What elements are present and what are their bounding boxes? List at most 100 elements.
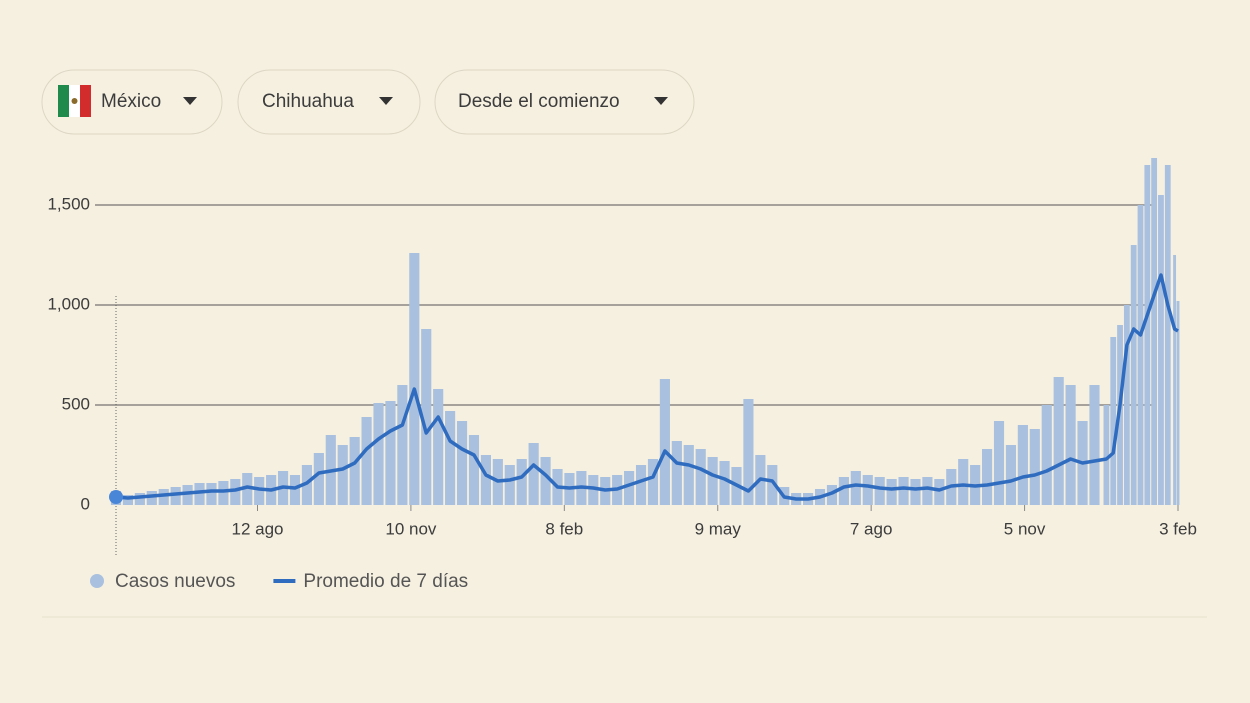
bar — [659, 379, 670, 505]
x-tick-label: 10 nov — [385, 519, 437, 538]
y-tick-label: 1,500 — [47, 194, 90, 213]
filter-label[interactable]: Chihuahua — [262, 91, 354, 112]
legend-swatch — [90, 574, 104, 588]
y-tick-label: 500 — [62, 394, 90, 413]
bar — [719, 461, 730, 505]
bar — [122, 495, 134, 505]
bar — [421, 329, 432, 505]
bar — [349, 437, 360, 505]
bar — [838, 477, 849, 505]
cursor-dot — [109, 490, 123, 504]
bar — [1144, 165, 1151, 505]
bar — [982, 449, 993, 505]
bar — [433, 389, 444, 505]
legend-label: Promedio de 7 días — [303, 571, 468, 592]
x-tick-label: 8 feb — [545, 519, 583, 538]
bar — [170, 487, 181, 505]
x-tick-label: 7 ago — [850, 519, 893, 538]
bar — [182, 485, 193, 505]
bar — [230, 479, 241, 505]
bar — [1164, 165, 1171, 505]
bar — [767, 465, 778, 505]
filter-mexico[interactable]: México — [41, 69, 223, 135]
bar — [456, 421, 468, 505]
y-tick-label: 1,000 — [47, 294, 90, 313]
bar — [134, 493, 145, 505]
bar — [480, 455, 491, 505]
filter-range[interactable]: Desde el comienzo — [434, 69, 695, 135]
bar — [1158, 195, 1164, 505]
bar — [671, 441, 682, 505]
flag-emblem — [71, 98, 78, 104]
bar — [445, 411, 456, 505]
bar — [254, 477, 265, 505]
bar — [1123, 305, 1130, 505]
bar — [695, 449, 706, 505]
bar — [301, 465, 312, 505]
bar — [158, 489, 169, 505]
bar — [468, 435, 480, 505]
filter-region[interactable]: Chihuahua — [237, 69, 421, 135]
dropdown-arrow — [379, 97, 393, 105]
bar — [1065, 385, 1076, 505]
bar — [373, 403, 384, 505]
bar — [528, 443, 539, 505]
bar — [1041, 405, 1052, 505]
bar — [1103, 405, 1110, 505]
bar — [707, 457, 718, 505]
bar — [206, 483, 217, 505]
bar — [910, 479, 921, 505]
bar — [289, 475, 301, 505]
y-tick-label: 0 — [81, 494, 90, 513]
bar — [313, 453, 324, 505]
bar — [397, 385, 408, 505]
bar — [683, 445, 694, 505]
bar — [958, 459, 969, 505]
bar — [194, 483, 205, 505]
pill[interactable] — [237, 69, 421, 135]
bar — [635, 465, 647, 505]
bar — [862, 475, 873, 505]
bar — [146, 491, 157, 505]
bar — [850, 471, 861, 505]
plot: 0 500 1,000 1,500 12 ago 10 nov 8 feb 9 may 7 ag… — [47, 158, 1197, 592]
bar — [874, 477, 885, 505]
bar — [504, 465, 515, 505]
bar — [1173, 255, 1177, 505]
bar — [886, 479, 897, 505]
pill[interactable] — [41, 69, 223, 135]
dropdown-arrow — [183, 97, 197, 105]
x-tick-label: 12 ago — [231, 519, 283, 538]
bar — [588, 475, 599, 505]
bar — [337, 445, 348, 505]
bar — [1017, 425, 1028, 505]
bar — [743, 399, 754, 505]
bar — [385, 401, 396, 505]
bar — [242, 473, 253, 505]
bar — [1151, 158, 1158, 505]
x-tick-label: 3 feb — [1159, 519, 1197, 538]
bar — [624, 471, 635, 505]
bar — [922, 477, 933, 505]
bar — [1110, 337, 1117, 505]
bar — [1029, 429, 1040, 505]
filter-label[interactable]: México — [101, 91, 161, 112]
filter-label[interactable]: Desde el comienzo — [458, 91, 620, 112]
bar — [1130, 245, 1137, 505]
bar — [898, 477, 909, 505]
legend-label: Casos nuevos — [115, 571, 235, 592]
pill[interactable] — [434, 69, 695, 135]
x-tick-label: 5 nov — [1004, 519, 1046, 538]
bar — [647, 459, 659, 505]
bar — [516, 459, 527, 505]
bar — [1053, 377, 1064, 505]
bar — [361, 417, 372, 505]
flag-green — [58, 85, 69, 117]
bar — [1005, 445, 1017, 505]
bar — [993, 421, 1005, 505]
bar — [218, 481, 229, 505]
bar — [826, 485, 838, 505]
